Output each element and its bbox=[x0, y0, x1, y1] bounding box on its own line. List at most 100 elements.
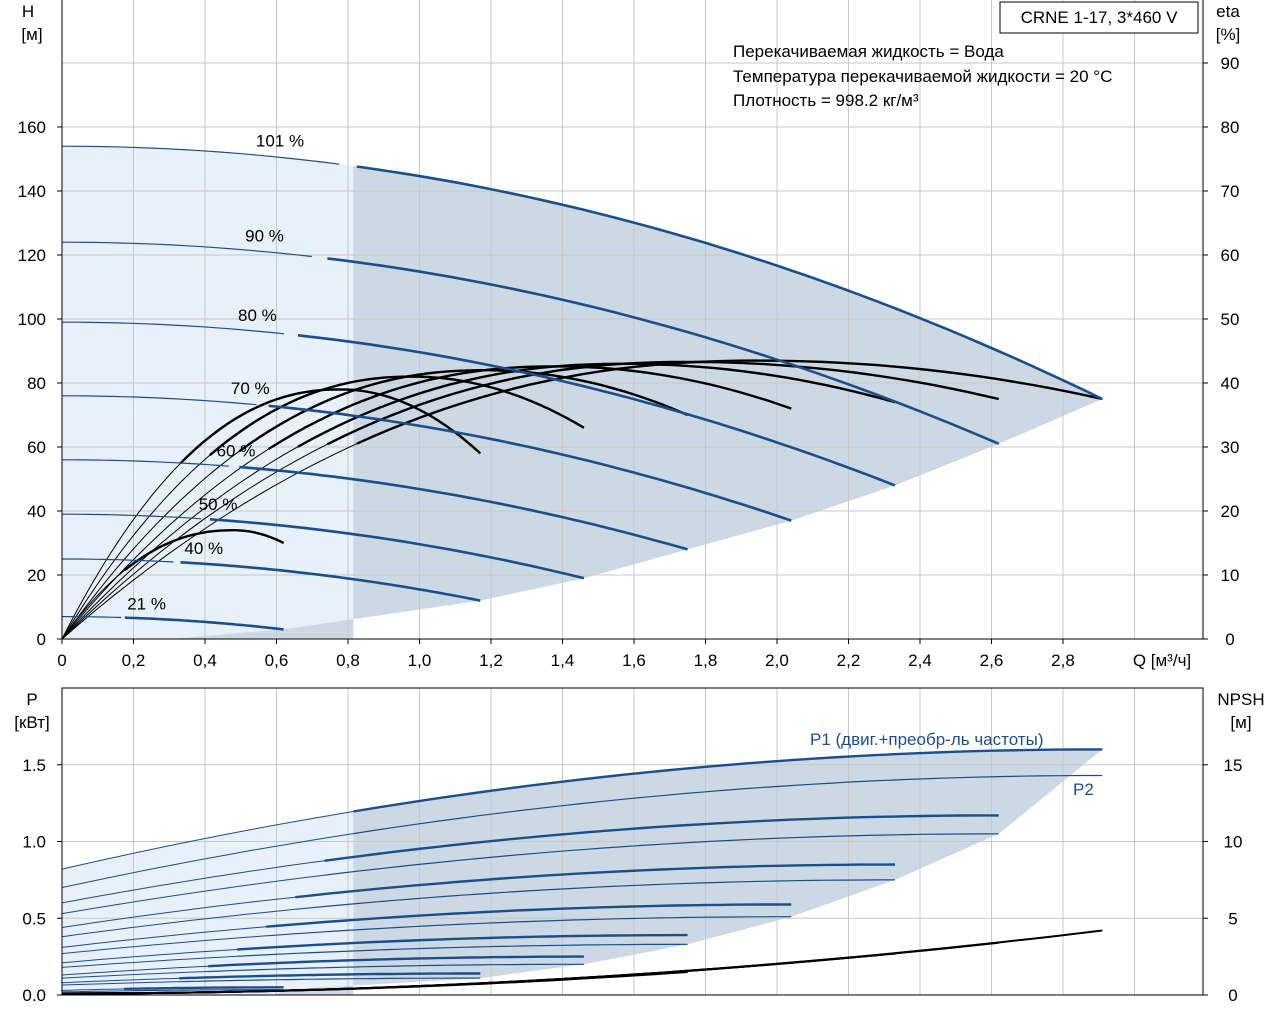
model-label-box bbox=[999, 1, 1199, 34]
y-left-tick-label: 120 bbox=[18, 246, 46, 265]
y-right-tick-label: 40 bbox=[1221, 374, 1240, 393]
speed-label: 40 % bbox=[184, 539, 223, 558]
y-right-tick-label: 10 bbox=[1221, 566, 1240, 585]
p1-curve-low-flow bbox=[61, 896, 296, 928]
efficiency-curve bbox=[267, 365, 792, 451]
p2-curve-low-flow bbox=[61, 981, 180, 986]
efficiency-curves bbox=[61, 359, 1103, 640]
p2-curve bbox=[353, 774, 1103, 835]
p1-curve-low-flow bbox=[61, 965, 209, 976]
speed-labels: 101 % 90 % 80 % 70 % 60 % 50 % 40 % 21 % bbox=[127, 131, 304, 613]
p2-curve-low-flow bbox=[61, 874, 325, 915]
y-right-tick-label: 0 bbox=[1225, 630, 1234, 649]
y-left-axis-name: P bbox=[26, 690, 37, 709]
y-left-tick-label: 60 bbox=[27, 438, 46, 457]
x-tick-label: 0,4 bbox=[193, 651, 217, 670]
x-tick-label: 1,6 bbox=[622, 651, 646, 670]
y-right-tick-label: 0 bbox=[1228, 986, 1237, 1005]
info-temperature: Температура перекачиваемой жидкости = 20… bbox=[733, 67, 1112, 86]
pump-curve bbox=[327, 257, 1000, 445]
npsh-curves bbox=[61, 929, 1103, 995]
tick-labels: 0.0 0.5 1.0 1.5 0 5 10 15 bbox=[22, 756, 1242, 1005]
pump-curve-low-flow bbox=[62, 321, 285, 335]
x-tick-label: 1,8 bbox=[694, 651, 718, 670]
pump-curve-low-flow bbox=[62, 513, 202, 520]
speed-label: 90 % bbox=[245, 226, 284, 245]
y-right-tick-label: 70 bbox=[1221, 182, 1240, 201]
x-tick-label: 0,6 bbox=[265, 651, 289, 670]
p1-label: P1 (двиг.+преобр-ль частоты) bbox=[810, 730, 1043, 749]
operating-region bbox=[276, 749, 1103, 995]
p2-curve bbox=[295, 879, 895, 910]
speed-label: 21 % bbox=[127, 594, 166, 613]
y-right-tick-label: 60 bbox=[1221, 246, 1240, 265]
x-tick-label: 2,2 bbox=[837, 651, 861, 670]
p1-curve bbox=[295, 863, 896, 899]
y-right-tick-label: 30 bbox=[1221, 438, 1240, 457]
p1-curve-low-flow bbox=[61, 988, 125, 991]
y-right-axis-unit: [м] bbox=[1230, 713, 1251, 732]
y-left-tick-label: 0 bbox=[37, 630, 46, 649]
p1-curve-low-flow bbox=[61, 860, 325, 904]
p1-curve bbox=[324, 814, 999, 862]
y-left-tick-label: 100 bbox=[18, 310, 46, 329]
x-axis-name: Q [м³/ч] bbox=[1133, 651, 1191, 670]
x-tick-label: 1,2 bbox=[479, 651, 503, 670]
p2-curve-low-flow bbox=[61, 990, 125, 993]
pump-curves bbox=[61, 145, 1103, 631]
speed-label: 70 % bbox=[231, 379, 270, 398]
y-right-tick-label: 90 bbox=[1221, 54, 1240, 73]
x-tick-label: 2,8 bbox=[1051, 651, 1075, 670]
x-tick-label: 2,6 bbox=[980, 651, 1004, 670]
pump-curve bbox=[268, 404, 792, 522]
y-left-axis-unit: [м] bbox=[21, 25, 42, 44]
efficiency-curve bbox=[326, 360, 999, 446]
y-right-tick-label: 80 bbox=[1221, 118, 1240, 137]
x-tick-label: 2,4 bbox=[908, 651, 932, 670]
y-left-axis-unit: [кВт] bbox=[14, 713, 49, 732]
p2-curve bbox=[237, 943, 688, 957]
pump-curve bbox=[297, 334, 896, 487]
p1-curve-low-flow bbox=[61, 811, 354, 870]
pump-curve bbox=[356, 165, 1103, 401]
x-tick-label: 1,4 bbox=[551, 651, 575, 670]
y-left-tick-label: 40 bbox=[27, 502, 46, 521]
y-right-tick-label: 10 bbox=[1224, 833, 1243, 852]
p1-curve bbox=[208, 955, 584, 968]
p1-curve-low-flow bbox=[61, 926, 267, 948]
efficiency-curve bbox=[124, 529, 285, 572]
x-tick-label: 0 bbox=[57, 651, 66, 670]
info-liquid: Перекачиваемая жидкость = Вода bbox=[733, 42, 1004, 61]
p1-curve bbox=[124, 986, 284, 991]
y-left-tick-label: 140 bbox=[18, 182, 46, 201]
p2-curve-low-flow bbox=[61, 908, 296, 938]
y-left-tick-label: 160 bbox=[18, 118, 46, 137]
x-tick-label: 1,0 bbox=[408, 651, 432, 670]
y-right-tick-label: 5 bbox=[1228, 909, 1237, 928]
y-right-tick-label: 20 bbox=[1221, 502, 1240, 521]
tick-labels: 0 0,2 0,4 0,6 0,8 1,0 1,2 1,4 1,6 1,8 2,0 2,2 2,4 2,6… bbox=[18, 54, 1240, 670]
p2-curve-low-flow bbox=[61, 833, 354, 888]
y-right-axis-name: NPSH bbox=[1217, 690, 1264, 709]
p2-curve bbox=[124, 989, 284, 992]
pump-curve-low-flow bbox=[61, 145, 340, 165]
power-curves bbox=[61, 748, 1103, 993]
y-right-axis-name: eta bbox=[1216, 2, 1240, 21]
p2-label: P2 bbox=[1073, 780, 1094, 799]
p2-curve-low-flow bbox=[61, 935, 267, 955]
p2-curve bbox=[266, 916, 792, 937]
p2-curve-low-flow bbox=[61, 955, 238, 968]
p1-curve bbox=[179, 972, 481, 980]
pump-curve bbox=[180, 561, 481, 602]
info-density: Плотность = 998.2 кг/м³ bbox=[733, 91, 919, 110]
power-npsh-chart: 0.0 0.5 1.0 1.5 0 5 10 15 P [кВт] NPSH [м] P1 (… bbox=[14, 687, 1265, 1005]
head-efficiency-chart: 0 0,2 0,4 0,6 0,8 1,0 1,2 1,4 1,6 1,8 2,0 2,2 2,4 2,6… bbox=[18, 0, 1240, 670]
y-left-tick-label: 1.5 bbox=[22, 756, 46, 775]
grid bbox=[62, 0, 1203, 639]
speed-label: 101 % bbox=[256, 131, 304, 150]
p2-curve bbox=[179, 977, 481, 983]
y-right-tick-label: 15 bbox=[1224, 756, 1243, 775]
efficiency-curve bbox=[209, 375, 585, 457]
npsh-curve bbox=[62, 971, 688, 995]
